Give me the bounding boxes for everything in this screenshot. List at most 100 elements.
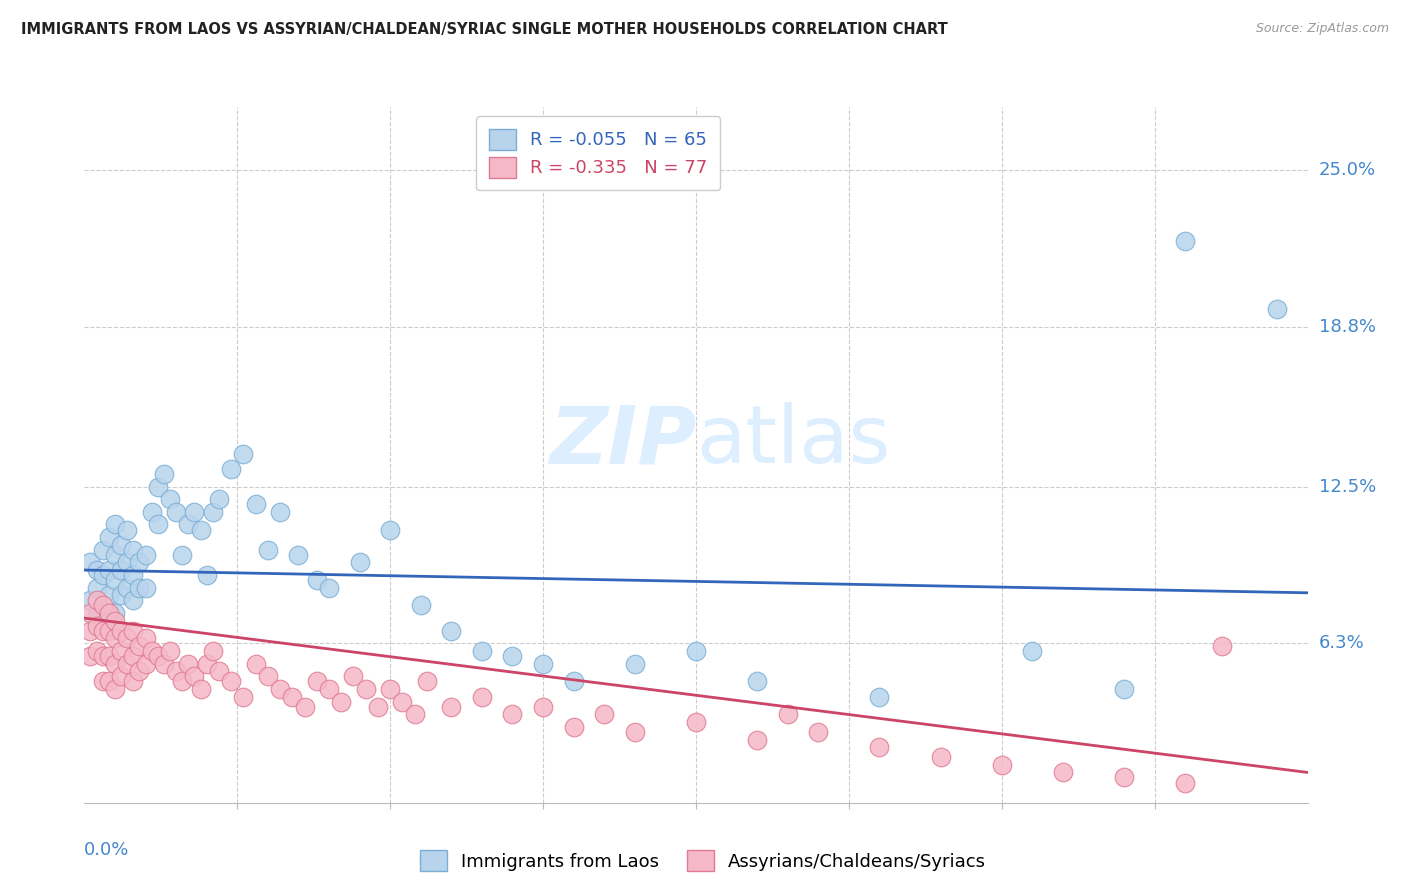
Point xyxy=(232,447,254,461)
Point xyxy=(97,624,120,638)
Point xyxy=(91,599,114,613)
Text: Source: ZipAtlas.com: Source: ZipAtlas.com xyxy=(1256,22,1389,36)
Point xyxy=(177,517,200,532)
Point xyxy=(122,674,145,689)
Point xyxy=(342,669,364,683)
Point xyxy=(122,648,145,663)
Point xyxy=(685,644,707,658)
Point xyxy=(330,695,353,709)
Point xyxy=(685,714,707,729)
Point xyxy=(869,690,891,704)
Point xyxy=(91,599,114,613)
Point xyxy=(91,624,114,638)
Point xyxy=(294,699,316,714)
Point xyxy=(135,581,157,595)
Point xyxy=(367,699,389,714)
Text: ZIP: ZIP xyxy=(548,402,696,480)
Text: IMMIGRANTS FROM LAOS VS ASSYRIAN/CHALDEAN/SYRIAC SINGLE MOTHER HOUSEHOLDS CORREL: IMMIGRANTS FROM LAOS VS ASSYRIAN/CHALDEA… xyxy=(21,22,948,37)
Point xyxy=(141,644,163,658)
Point xyxy=(502,648,524,663)
Point xyxy=(104,632,127,646)
Point xyxy=(97,530,120,544)
Point xyxy=(1211,639,1233,653)
Point xyxy=(110,624,132,638)
Point xyxy=(391,695,413,709)
Point xyxy=(104,614,127,628)
Point xyxy=(141,505,163,519)
Point xyxy=(502,707,524,722)
Point xyxy=(86,644,108,658)
Point xyxy=(91,542,114,557)
Point xyxy=(380,681,402,696)
Point xyxy=(1174,234,1197,248)
Point xyxy=(159,492,181,507)
Point xyxy=(104,657,127,671)
Point xyxy=(257,669,280,683)
Point xyxy=(110,669,132,683)
Point xyxy=(110,588,132,602)
Point xyxy=(97,606,120,620)
Point xyxy=(593,707,616,722)
Point xyxy=(269,505,291,519)
Point xyxy=(135,632,157,646)
Point xyxy=(79,624,101,638)
Point xyxy=(86,581,108,595)
Text: atlas: atlas xyxy=(696,402,890,480)
Point xyxy=(208,492,231,507)
Point xyxy=(257,542,280,557)
Point xyxy=(104,548,127,562)
Text: 12.5%: 12.5% xyxy=(1319,477,1376,496)
Point xyxy=(115,581,138,595)
Point xyxy=(245,657,267,671)
Point xyxy=(201,505,224,519)
Point xyxy=(86,563,108,577)
Point xyxy=(305,674,328,689)
Point xyxy=(380,523,402,537)
Point xyxy=(807,725,830,739)
Point xyxy=(115,523,138,537)
Point xyxy=(79,593,101,607)
Point xyxy=(91,648,114,663)
Point xyxy=(531,657,554,671)
Point xyxy=(354,681,377,696)
Point xyxy=(562,674,585,689)
Text: 25.0%: 25.0% xyxy=(1319,161,1376,179)
Point xyxy=(1174,775,1197,789)
Point xyxy=(747,732,769,747)
Point xyxy=(929,750,952,764)
Point xyxy=(172,548,194,562)
Point xyxy=(318,581,340,595)
Legend: R = -0.055   N = 65, R = -0.335   N = 77: R = -0.055 N = 65, R = -0.335 N = 77 xyxy=(477,116,720,190)
Point xyxy=(153,657,176,671)
Point xyxy=(747,674,769,689)
Text: 18.8%: 18.8% xyxy=(1319,318,1375,336)
Point xyxy=(97,648,120,663)
Point xyxy=(471,690,494,704)
Point xyxy=(97,563,120,577)
Point xyxy=(409,599,432,613)
Point xyxy=(128,556,150,570)
Point xyxy=(190,681,212,696)
Point xyxy=(1114,681,1136,696)
Point xyxy=(122,542,145,557)
Point xyxy=(1021,644,1043,658)
Point xyxy=(115,657,138,671)
Point xyxy=(219,674,242,689)
Point xyxy=(97,588,120,602)
Point xyxy=(153,467,176,481)
Point xyxy=(269,681,291,696)
Legend: Immigrants from Laos, Assyrians/Chaldeans/Syriacs: Immigrants from Laos, Assyrians/Chaldean… xyxy=(413,843,993,879)
Point xyxy=(115,556,138,570)
Point xyxy=(349,556,371,570)
Point xyxy=(104,573,127,587)
Point xyxy=(177,657,200,671)
Point xyxy=(91,568,114,582)
Point xyxy=(195,568,218,582)
Point xyxy=(245,497,267,511)
Point xyxy=(190,523,212,537)
Point xyxy=(1052,765,1074,780)
Point xyxy=(146,648,169,663)
Point xyxy=(146,479,169,493)
Point xyxy=(128,665,150,679)
Point xyxy=(79,648,101,663)
